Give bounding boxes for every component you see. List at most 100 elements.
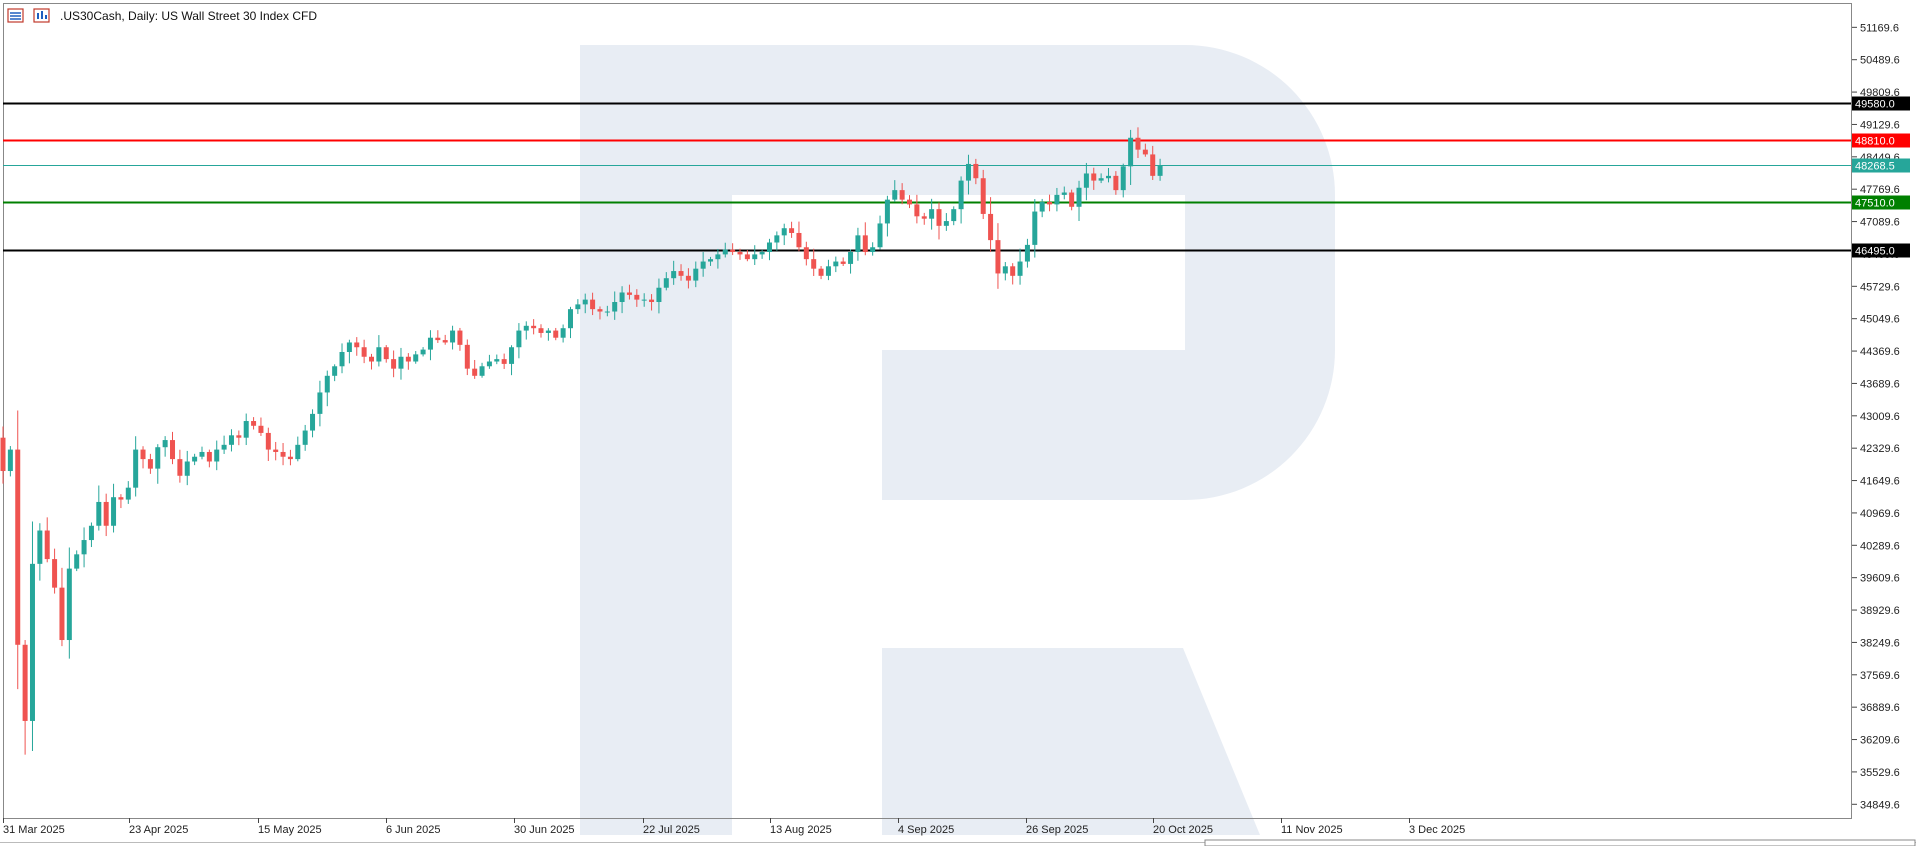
candle-bullish xyxy=(892,190,898,200)
y-tick-label: 49129.6 xyxy=(1860,119,1900,131)
candle-bearish xyxy=(391,359,397,369)
support-label-box xyxy=(1852,195,1910,210)
candle-bullish xyxy=(398,356,404,369)
candle-bullish xyxy=(295,444,301,460)
candle-bullish xyxy=(376,347,382,362)
x-tick-label: 22 Jul 2025 xyxy=(643,824,700,836)
candle-bearish xyxy=(811,259,817,269)
candle-bearish xyxy=(1150,154,1156,176)
x-tick-label: 13 Aug 2025 xyxy=(770,824,832,836)
candle-bearish xyxy=(354,342,360,348)
resistance-label-box xyxy=(1852,133,1910,148)
candle-bearish xyxy=(1069,192,1075,207)
y-tick-label: 45049.6 xyxy=(1860,314,1900,326)
candle-bearish xyxy=(383,347,389,360)
candle-bullish xyxy=(759,252,765,255)
candle-bearish xyxy=(1047,202,1053,205)
candle-bullish xyxy=(413,354,419,362)
x-tick-label: 20 Oct 2025 xyxy=(1153,824,1213,836)
plot-area-frame xyxy=(3,3,1852,819)
y-tick-label: 35529.6 xyxy=(1860,767,1900,779)
candle-bullish xyxy=(567,309,573,329)
candle-bullish xyxy=(575,304,581,310)
y-tick-label: 36209.6 xyxy=(1860,735,1900,747)
candle-bullish xyxy=(420,349,426,355)
candle-bullish xyxy=(7,449,13,472)
candle-bearish xyxy=(457,330,463,345)
y-tick-label: 45729.6 xyxy=(1860,281,1900,293)
candle-bullish xyxy=(339,351,345,367)
bar-chart-icon[interactable] xyxy=(33,8,50,23)
scrollbar-thumb[interactable] xyxy=(1204,839,1916,846)
y-tick-label: 39609.6 xyxy=(1860,573,1900,585)
candle-bullish xyxy=(1017,261,1023,276)
candle-bullish xyxy=(310,413,316,431)
candle-bullish xyxy=(1039,202,1045,212)
candle-bearish xyxy=(501,359,507,364)
price-axis: 51169.650489.649809.649129.648449.647769… xyxy=(1852,22,1900,811)
x-tick-label: 15 May 2025 xyxy=(258,824,322,836)
candle-bullish xyxy=(192,456,198,462)
candle-bullish xyxy=(693,268,699,281)
resistance-major-label: 49580.0 xyxy=(1855,99,1895,111)
candle-bearish xyxy=(590,299,596,310)
y-tick-label: 37569.6 xyxy=(1860,670,1900,682)
resistance-major-label-box xyxy=(1852,96,1910,111)
table-icon[interactable] xyxy=(7,8,24,23)
candle-bullish xyxy=(1157,165,1163,176)
price-level-labels: 49580.0 48810.0 48268.5 47510.0 46495.0 xyxy=(1852,96,1910,258)
candle-bearish xyxy=(737,252,743,255)
candle-bullish xyxy=(1098,178,1104,181)
candle-bearish xyxy=(52,559,58,588)
y-tick-label: 38249.6 xyxy=(1860,637,1900,649)
candle-bullish xyxy=(884,199,890,224)
candle-bearish xyxy=(1142,149,1148,155)
candle-bearish xyxy=(118,497,124,500)
candle-bearish xyxy=(921,216,927,219)
candle-bearish xyxy=(685,275,691,281)
candle-bullish xyxy=(855,235,861,253)
candle-bearish xyxy=(626,292,632,295)
candle-bullish xyxy=(766,242,772,253)
candle-bullish xyxy=(715,254,721,260)
candle-bullish xyxy=(708,259,714,262)
candle-bullish xyxy=(641,299,647,301)
candle-bearish xyxy=(995,240,1001,274)
candle-bullish xyxy=(332,366,338,376)
candle-bullish xyxy=(604,311,610,313)
current-price-label: 48268.5 xyxy=(1855,161,1895,173)
candle-bearish xyxy=(236,435,242,438)
candle-bullish xyxy=(324,375,330,393)
candle-bullish xyxy=(929,209,935,219)
candle-bearish xyxy=(265,432,271,450)
candle-bullish xyxy=(848,252,854,264)
candle-bearish xyxy=(140,449,146,460)
candle-bearish xyxy=(914,204,920,217)
candle-bearish xyxy=(973,163,979,179)
candle-bullish xyxy=(1083,173,1089,188)
y-tick-label: 43009.6 xyxy=(1860,411,1900,423)
x-tick-label: 31 Mar 2025 xyxy=(3,824,65,836)
candle-bullish xyxy=(560,328,566,338)
candle-bullish xyxy=(722,249,728,255)
candle-bullish xyxy=(656,287,662,303)
candle-bearish xyxy=(538,328,544,333)
candle-bullish xyxy=(943,221,949,226)
candle-bearish xyxy=(103,501,109,526)
candle-bearish xyxy=(840,261,846,264)
candle-bullish xyxy=(523,325,529,331)
rp-watermark-logo xyxy=(580,45,1335,835)
candle-bearish xyxy=(0,437,6,472)
candle-bearish xyxy=(818,268,824,276)
candle-bearish xyxy=(15,449,21,645)
candle-bullish xyxy=(619,292,625,303)
candle-bullish xyxy=(74,554,80,569)
bottom-scrollbar[interactable] xyxy=(0,839,1916,846)
candle-bullish xyxy=(184,461,190,476)
candle-bullish xyxy=(494,359,500,362)
candle-bearish xyxy=(649,299,655,303)
candle-bullish xyxy=(1076,187,1082,207)
candle-bearish xyxy=(369,356,374,362)
candle-bearish xyxy=(273,449,279,452)
